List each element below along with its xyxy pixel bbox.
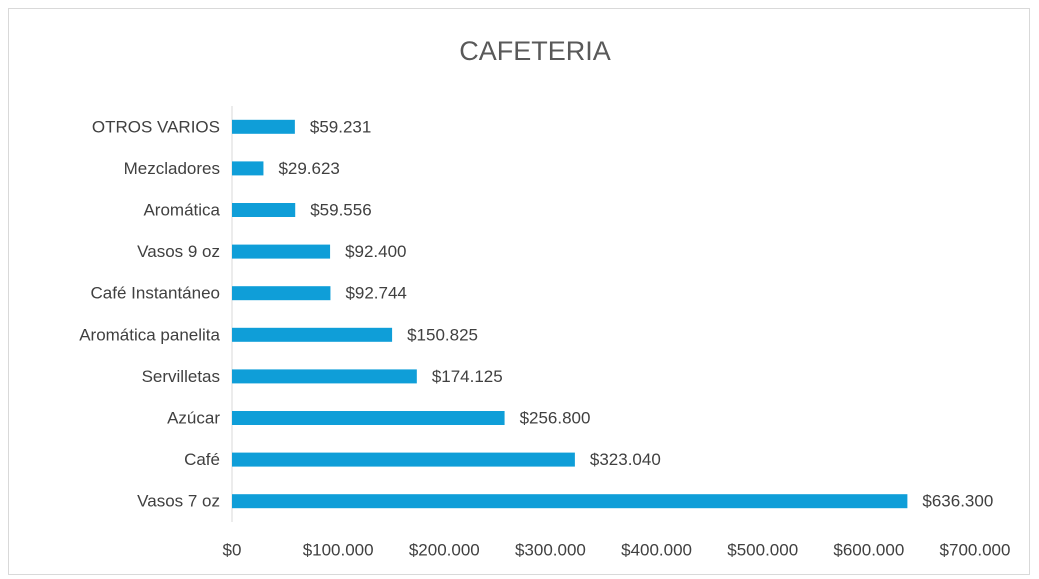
- y-tick-label: Café Instantáneo: [91, 284, 220, 303]
- bar: [232, 494, 908, 509]
- y-tick-label: Café: [184, 450, 220, 469]
- x-tick-label: $200.000: [409, 540, 480, 559]
- bar: [232, 286, 331, 301]
- x-tick-label: $500.000: [727, 540, 798, 559]
- data-label: $636.300: [922, 492, 993, 511]
- x-tick-label: $300.000: [515, 540, 586, 559]
- data-label: $29.623: [278, 159, 339, 178]
- y-tick-label: OTROS VARIOS: [92, 117, 220, 136]
- y-tick-label: Mezcladores: [124, 159, 220, 178]
- bar: [232, 369, 417, 384]
- y-tick-label: Aromática: [143, 200, 220, 219]
- data-label: $174.125: [432, 367, 503, 386]
- x-tick-label: $700.000: [940, 540, 1011, 559]
- bar: [232, 161, 264, 176]
- y-tick-label: Vasos 7 oz: [137, 492, 220, 511]
- x-tick-label: $100.000: [303, 540, 374, 559]
- x-tick-label: $600.000: [833, 540, 904, 559]
- data-label: $150.825: [407, 325, 478, 344]
- data-label: $59.556: [310, 200, 371, 219]
- chart-title: CAFETERIA: [459, 36, 611, 66]
- y-tick-label: Aromática panelita: [79, 325, 220, 344]
- x-tick-label: $400.000: [621, 540, 692, 559]
- chart-border: [8, 8, 1030, 575]
- y-tick-label: Vasos 9 oz: [137, 242, 220, 261]
- x-tick-label: $0: [223, 540, 242, 559]
- data-label: $323.040: [590, 450, 661, 469]
- data-label: $92.744: [345, 284, 406, 303]
- bar: [232, 411, 505, 425]
- y-tick-label: Servilletas: [142, 367, 220, 386]
- bar: [232, 452, 575, 467]
- y-tick-label: Azúcar: [167, 408, 220, 427]
- bar: [232, 244, 331, 259]
- bar: [232, 119, 295, 134]
- data-label: $92.400: [345, 242, 406, 261]
- bar: [232, 327, 393, 342]
- bar: [232, 203, 296, 217]
- data-label: $59.231: [310, 117, 371, 136]
- data-label: $256.800: [520, 408, 591, 427]
